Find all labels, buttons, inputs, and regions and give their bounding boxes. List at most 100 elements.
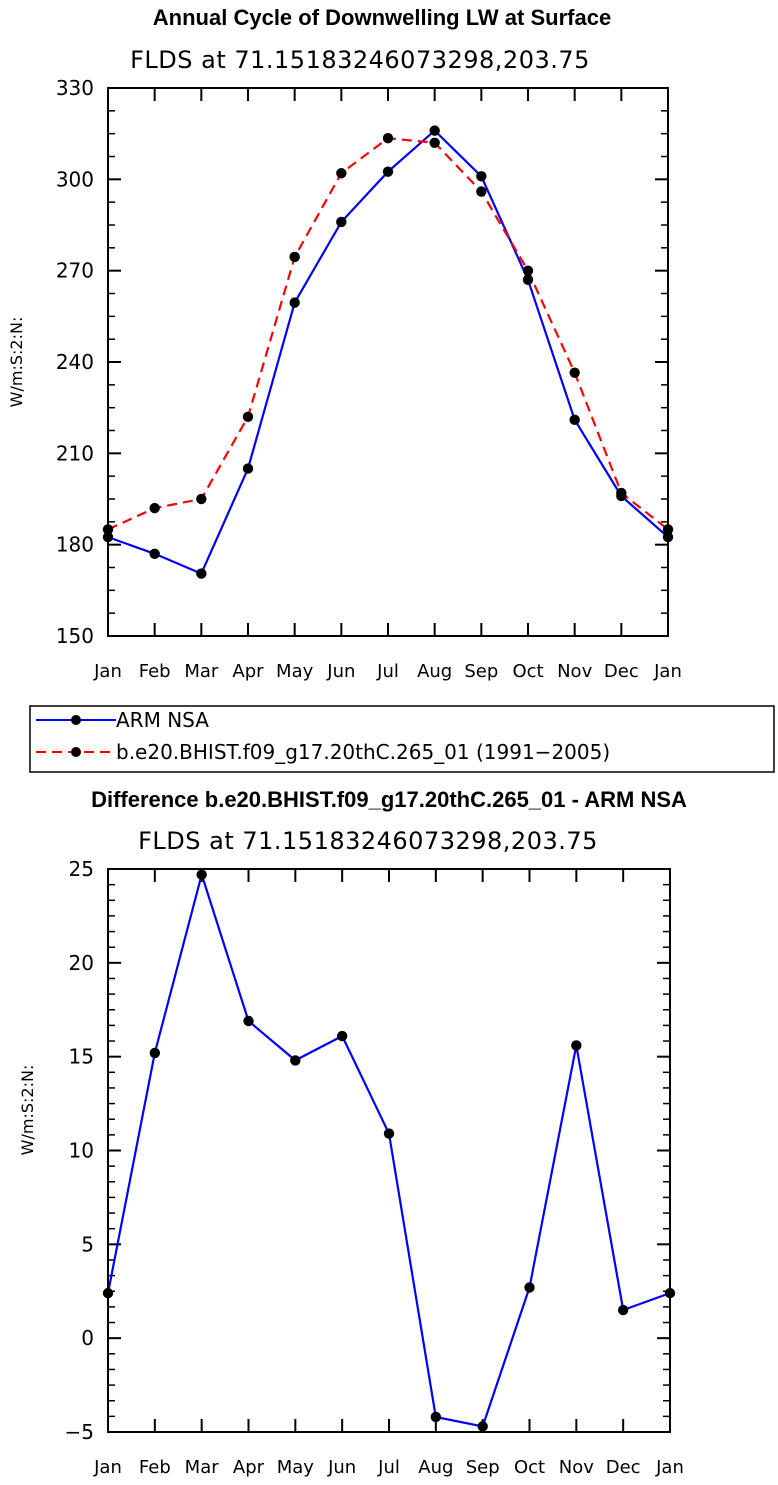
plot-frame bbox=[107, 868, 671, 1433]
data-point bbox=[196, 869, 207, 880]
data-point bbox=[242, 411, 254, 422]
chart-subtitle: FLDS at 71.15183246073298,203.75 bbox=[130, 46, 590, 74]
difference-chart: Difference b.e20.BHIST.f09_g17.20thC.265… bbox=[18, 787, 687, 1478]
x-tick-label: Sep bbox=[466, 1457, 500, 1478]
x-tick-labels: Jan Feb Mar Apr May Jun Jul Aug Sep Oct Nov Dec Jan bbox=[93, 661, 682, 682]
x-tick-labels: Jan Feb Mar Apr May Jun Jul Aug Sep Oct Nov Dec Jan bbox=[93, 1457, 684, 1478]
x-tick-label: Feb bbox=[139, 1457, 171, 1478]
data-point bbox=[196, 568, 207, 579]
x-tick-label: Jan bbox=[93, 1457, 122, 1478]
data-point bbox=[242, 463, 254, 474]
x-tick-label: Nov bbox=[559, 1457, 594, 1478]
legend: ARM NSA b.e20.BHIST.f09_g17.20thC.265_01… bbox=[29, 705, 775, 773]
series-line bbox=[107, 129, 669, 575]
data-point bbox=[617, 1304, 629, 1316]
x-tick-label: May bbox=[277, 1457, 315, 1478]
x-tick-label: Oct bbox=[514, 1457, 545, 1478]
x-tick-label: Mar bbox=[185, 1457, 220, 1478]
data-point bbox=[477, 1421, 488, 1432]
series-line bbox=[106, 873, 671, 1428]
x-tick-label: May bbox=[276, 661, 314, 682]
data-point bbox=[336, 1030, 348, 1042]
data-point bbox=[290, 1055, 301, 1066]
x-tick-label: Dec bbox=[604, 661, 639, 682]
data-point bbox=[289, 297, 300, 308]
data-point bbox=[429, 125, 440, 136]
data-point bbox=[196, 493, 207, 505]
data-point bbox=[149, 1047, 161, 1059]
y-tick-labels: −5 0 5 10 15 20 25 bbox=[65, 857, 94, 1444]
data-point bbox=[569, 367, 580, 378]
y-tick-label: 240 bbox=[56, 350, 94, 374]
chart-title: Annual Cycle of Downwelling LW at Surfac… bbox=[153, 5, 611, 30]
series-markers bbox=[102, 125, 674, 579]
y-tick-label: 180 bbox=[56, 533, 94, 557]
y-tick-label: 0 bbox=[81, 1326, 94, 1350]
data-point bbox=[476, 171, 487, 182]
x-tick-label: Jun bbox=[326, 661, 355, 682]
y-tick-label: 10 bbox=[69, 1139, 94, 1163]
data-point bbox=[336, 168, 347, 179]
x-tick-label: Jan bbox=[653, 661, 682, 682]
plot-frame bbox=[107, 87, 669, 637]
y-axis-label: W/m:S:2:N: bbox=[7, 317, 26, 408]
data-point bbox=[289, 251, 300, 263]
x-tick-label: Aug bbox=[418, 1457, 453, 1478]
data-point bbox=[522, 265, 534, 276]
data-point bbox=[429, 137, 440, 148]
data-point bbox=[149, 548, 160, 559]
legend-marker-model bbox=[71, 747, 81, 757]
x-tick-label: Jul bbox=[376, 661, 399, 682]
x-tick-label: Mar bbox=[184, 661, 219, 682]
x-tick-label: Sep bbox=[464, 661, 498, 682]
data-point bbox=[149, 502, 160, 514]
y-axis-label: W/m:S:2:N: bbox=[18, 1065, 37, 1156]
x-tick-label: Apr bbox=[232, 661, 264, 682]
chart-title: Difference b.e20.BHIST.f09_g17.20thC.265… bbox=[91, 787, 687, 812]
series-line bbox=[107, 137, 669, 531]
data-point bbox=[569, 414, 580, 426]
x-tick-label: Jul bbox=[377, 1457, 400, 1478]
data-point bbox=[571, 1040, 582, 1051]
data-point bbox=[616, 487, 627, 499]
series-markers bbox=[102, 869, 676, 1432]
series-lines bbox=[107, 129, 669, 575]
data-point bbox=[243, 1015, 254, 1027]
x-tick-label: Apr bbox=[233, 1457, 265, 1478]
y-tick-label: 270 bbox=[56, 259, 94, 283]
y-tick-label: −5 bbox=[65, 1420, 94, 1444]
data-point bbox=[382, 166, 394, 177]
y-tick-labels: 150 180 210 240 270 300 330 bbox=[56, 76, 94, 648]
y-tick-label: 5 bbox=[81, 1232, 94, 1256]
legend-label-arm-nsa: ARM NSA bbox=[116, 708, 209, 732]
y-tick-label: 210 bbox=[56, 441, 94, 465]
data-point bbox=[383, 1128, 395, 1139]
data-point bbox=[430, 1411, 442, 1423]
x-tick-label: Oct bbox=[512, 661, 543, 682]
series-lines bbox=[106, 873, 671, 1428]
x-tick-label: Jun bbox=[327, 1457, 356, 1478]
x-tick-label: Aug bbox=[417, 661, 452, 682]
x-tick-label: Dec bbox=[606, 1457, 641, 1478]
annual-cycle-chart: Annual Cycle of Downwelling LW at Surfac… bbox=[7, 5, 682, 682]
y-tick-label: 330 bbox=[56, 76, 94, 100]
axis-ticks bbox=[107, 868, 671, 1433]
x-tick-label: Jan bbox=[655, 1457, 684, 1478]
x-tick-label: Feb bbox=[139, 661, 171, 682]
legend-label-model: b.e20.BHIST.f09_g17.20thC.265_01 (1991−2… bbox=[116, 740, 610, 764]
legend-frame bbox=[29, 705, 775, 773]
y-tick-label: 150 bbox=[56, 624, 94, 648]
x-tick-label: Jan bbox=[93, 661, 122, 682]
legend-marker-arm-nsa bbox=[71, 715, 81, 725]
data-point bbox=[522, 274, 534, 285]
y-tick-label: 15 bbox=[69, 1045, 94, 1069]
y-tick-label: 20 bbox=[69, 951, 94, 975]
data-point bbox=[524, 1282, 535, 1293]
chart-subtitle: FLDS at 71.15183246073298,203.75 bbox=[138, 827, 598, 855]
y-tick-label: 25 bbox=[69, 857, 94, 881]
data-point bbox=[382, 133, 394, 144]
data-point bbox=[336, 216, 347, 228]
y-tick-label: 300 bbox=[56, 167, 94, 191]
data-point bbox=[476, 186, 487, 197]
